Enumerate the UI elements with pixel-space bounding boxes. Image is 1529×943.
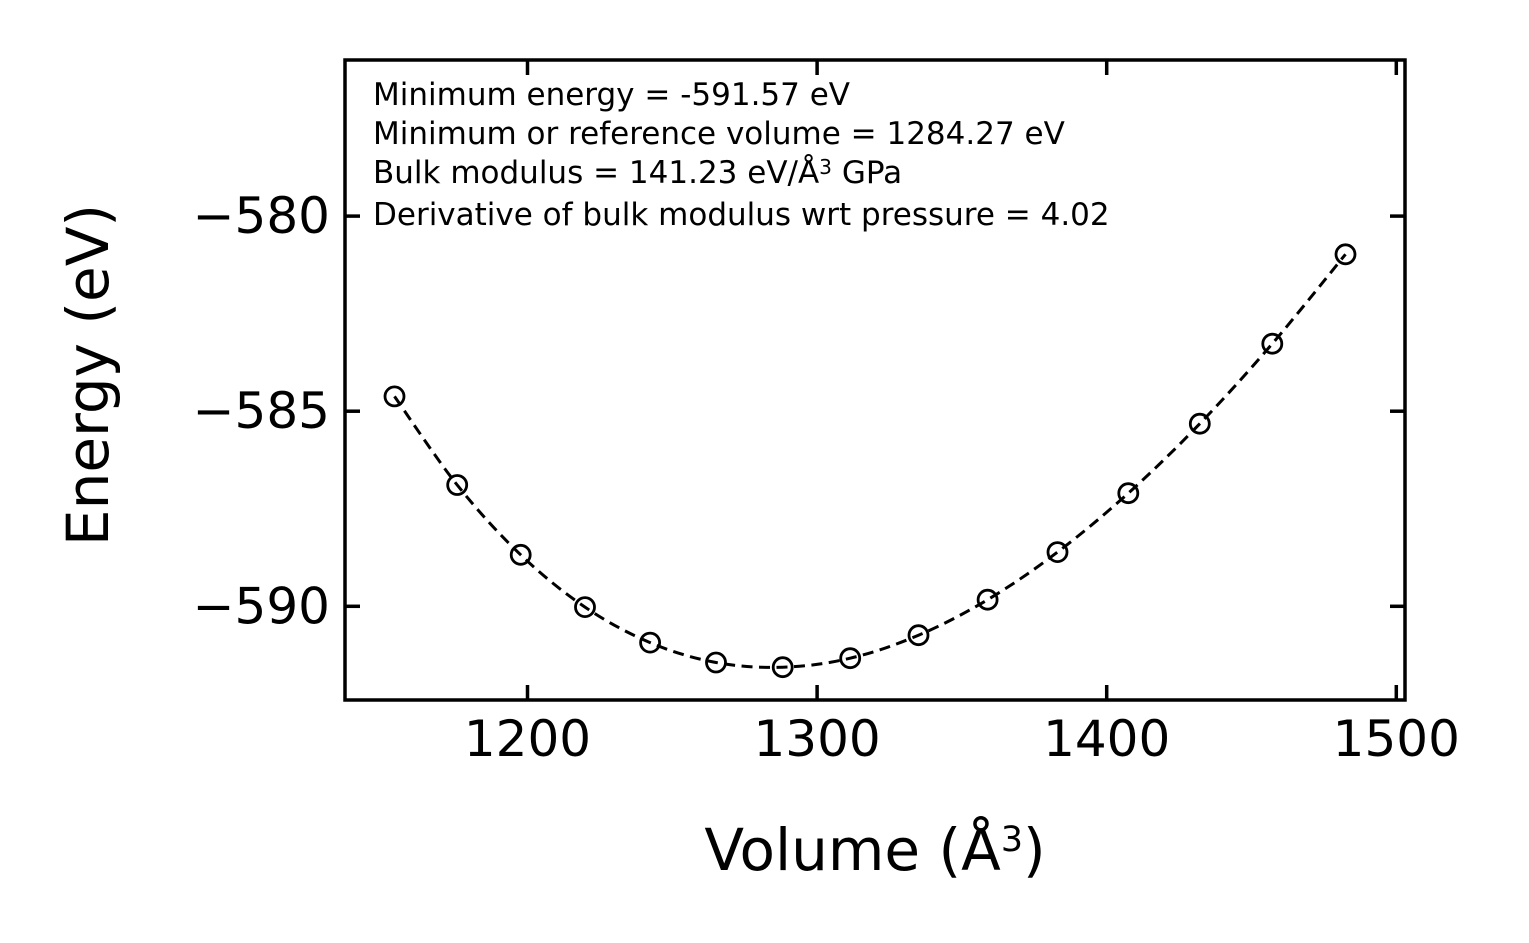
x-axis-label-close: ) [1022, 816, 1046, 884]
data-point-marker [907, 624, 930, 647]
x-tick-label: 1400 [1043, 710, 1170, 768]
annotation-line-reference-volume: Minimum or reference volume = 1284.27 eV [373, 116, 1065, 152]
y-tick-label: −585 [193, 382, 330, 440]
annotation-line-bulk-modulus: Bulk modulus = 141.23 eV/Å3 GPa [373, 154, 1110, 196]
x-tick-label: 1300 [753, 710, 880, 768]
eos-fit-curve [393, 253, 1347, 669]
y-tick-label: −580 [193, 187, 330, 245]
bulk-modulus-text: Bulk modulus = 141.23 eV/Å [373, 155, 820, 191]
bulk-modulus-unit: GPa [832, 155, 903, 191]
x-axis-label: Volume (Å3) [345, 816, 1405, 884]
fit-results-annotation: Minimum energy = -591.57 eV Minimum or r… [373, 76, 1110, 235]
x-tick-label: 1200 [464, 710, 591, 768]
data-point-marker [383, 385, 406, 408]
data-point-marker [1117, 482, 1140, 505]
data-point-marker [1046, 541, 1069, 563]
data-point-marker [771, 656, 794, 679]
x-axis-label-superscript: 3 [1000, 819, 1023, 860]
data-point-marker [1334, 243, 1357, 266]
data-point-marker [574, 596, 596, 618]
x-tick-label: 1500 [1333, 710, 1460, 768]
x-axis-label-text: Volume (Å [704, 816, 1001, 884]
data-point-marker [639, 631, 661, 654]
data-point-marker [1261, 332, 1284, 355]
data-point-marker [839, 647, 862, 670]
data-point-marker [1188, 412, 1211, 435]
bulk-modulus-superscript: 3 [819, 154, 832, 179]
data-point-marker [446, 474, 469, 496]
data-point-marker [509, 543, 532, 566]
data-point-marker [705, 651, 727, 674]
axes-frame [343, 58, 1407, 702]
y-tick-label: −590 [193, 577, 330, 635]
annotation-line-minimum-energy: Minimum energy = -591.57 eV [373, 77, 851, 113]
data-point-marker [976, 588, 999, 611]
annotation-line-bulk-modulus-derivative: Derivative of bulk modulus wrt pressure … [373, 197, 1110, 233]
y-axis-label: Energy (eV) [54, 203, 122, 547]
